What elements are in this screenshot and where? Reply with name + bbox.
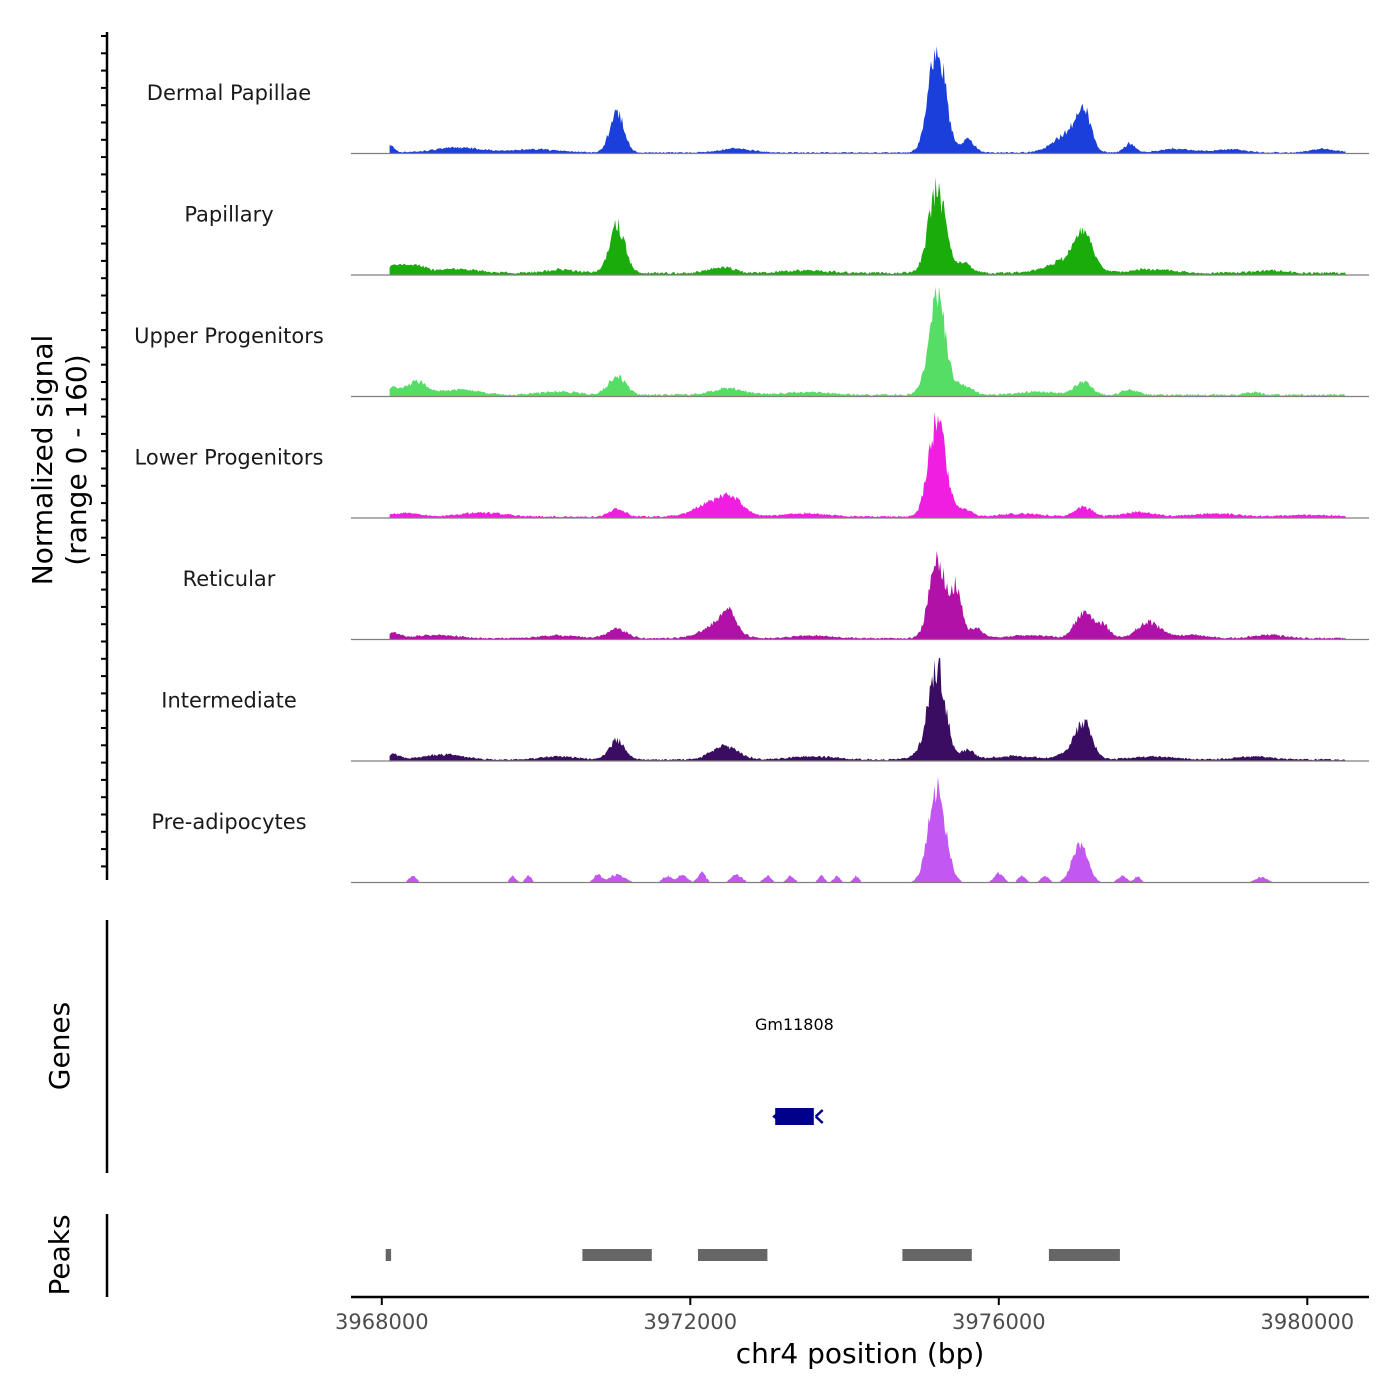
track-label: Papillary [184, 203, 273, 227]
coverage-area [389, 550, 1346, 640]
x-axis-ticks: 3968000 3972000 3976000 3980000 [335, 1297, 1354, 1334]
track-dermal-papillae: Dermal Papillae [147, 46, 1369, 155]
coverage-area [389, 411, 1346, 518]
track-reticular: Reticular [183, 550, 1369, 641]
coverage-area [389, 176, 1346, 275]
x-tick-label: 3968000 [335, 1310, 429, 1334]
gene-strand-chevron [814, 1109, 824, 1124]
track-pre-adipocytes: Pre-adipocytes [151, 776, 1369, 884]
y-axis-title: Normalized signal (range 0 - 160) [26, 335, 93, 586]
track-label: Dermal Papillae [147, 81, 311, 105]
track-label: Pre-adipocytes [151, 810, 306, 834]
track-intermediate: Intermediate [161, 657, 1369, 762]
track-label: Intermediate [161, 689, 297, 713]
x-tick-label: 3972000 [644, 1310, 738, 1334]
genes-panel-title: Genes [43, 1002, 76, 1090]
track-upper-progenitors: Upper Progenitors [134, 286, 1369, 398]
x-tick-label: 3976000 [952, 1310, 1046, 1334]
peak-region [698, 1249, 768, 1261]
track-label: Upper Progenitors [134, 324, 324, 348]
track-papillary: Papillary [184, 176, 1369, 276]
gene-annotations: Gm11808 [755, 1015, 834, 1125]
track-label: Lower Progenitors [135, 446, 324, 470]
peak-region [1048, 1249, 1120, 1261]
coverage-area [389, 286, 1346, 397]
coverage-area [389, 776, 1346, 883]
gene-strand-arrow [772, 1109, 782, 1124]
peaks-panel-title: Peaks [43, 1214, 76, 1295]
track-lower-progenitors: Lower Progenitors [135, 411, 1369, 519]
coverage-area [389, 657, 1346, 761]
x-axis-title: chr4 position (bp) [736, 1337, 985, 1370]
gene-label: Gm11808 [755, 1015, 834, 1034]
coverage-tracks: Dermal Papillae Papillary Upper Progenitor… [134, 46, 1369, 884]
y-axis-title-line2: (range 0 - 160) [60, 354, 93, 565]
peak-region [582, 1249, 652, 1261]
peak-regions [385, 1249, 1120, 1261]
y-axis-title-line1: Normalized signal [26, 335, 59, 586]
x-tick-label: 3980000 [1261, 1310, 1355, 1334]
track-label: Reticular [183, 567, 276, 591]
gene-body [775, 1108, 814, 1125]
peak-region [902, 1249, 972, 1261]
signal-y-axis-ticks [101, 35, 107, 868]
coverage-area [389, 46, 1346, 154]
peak-region [385, 1249, 392, 1261]
